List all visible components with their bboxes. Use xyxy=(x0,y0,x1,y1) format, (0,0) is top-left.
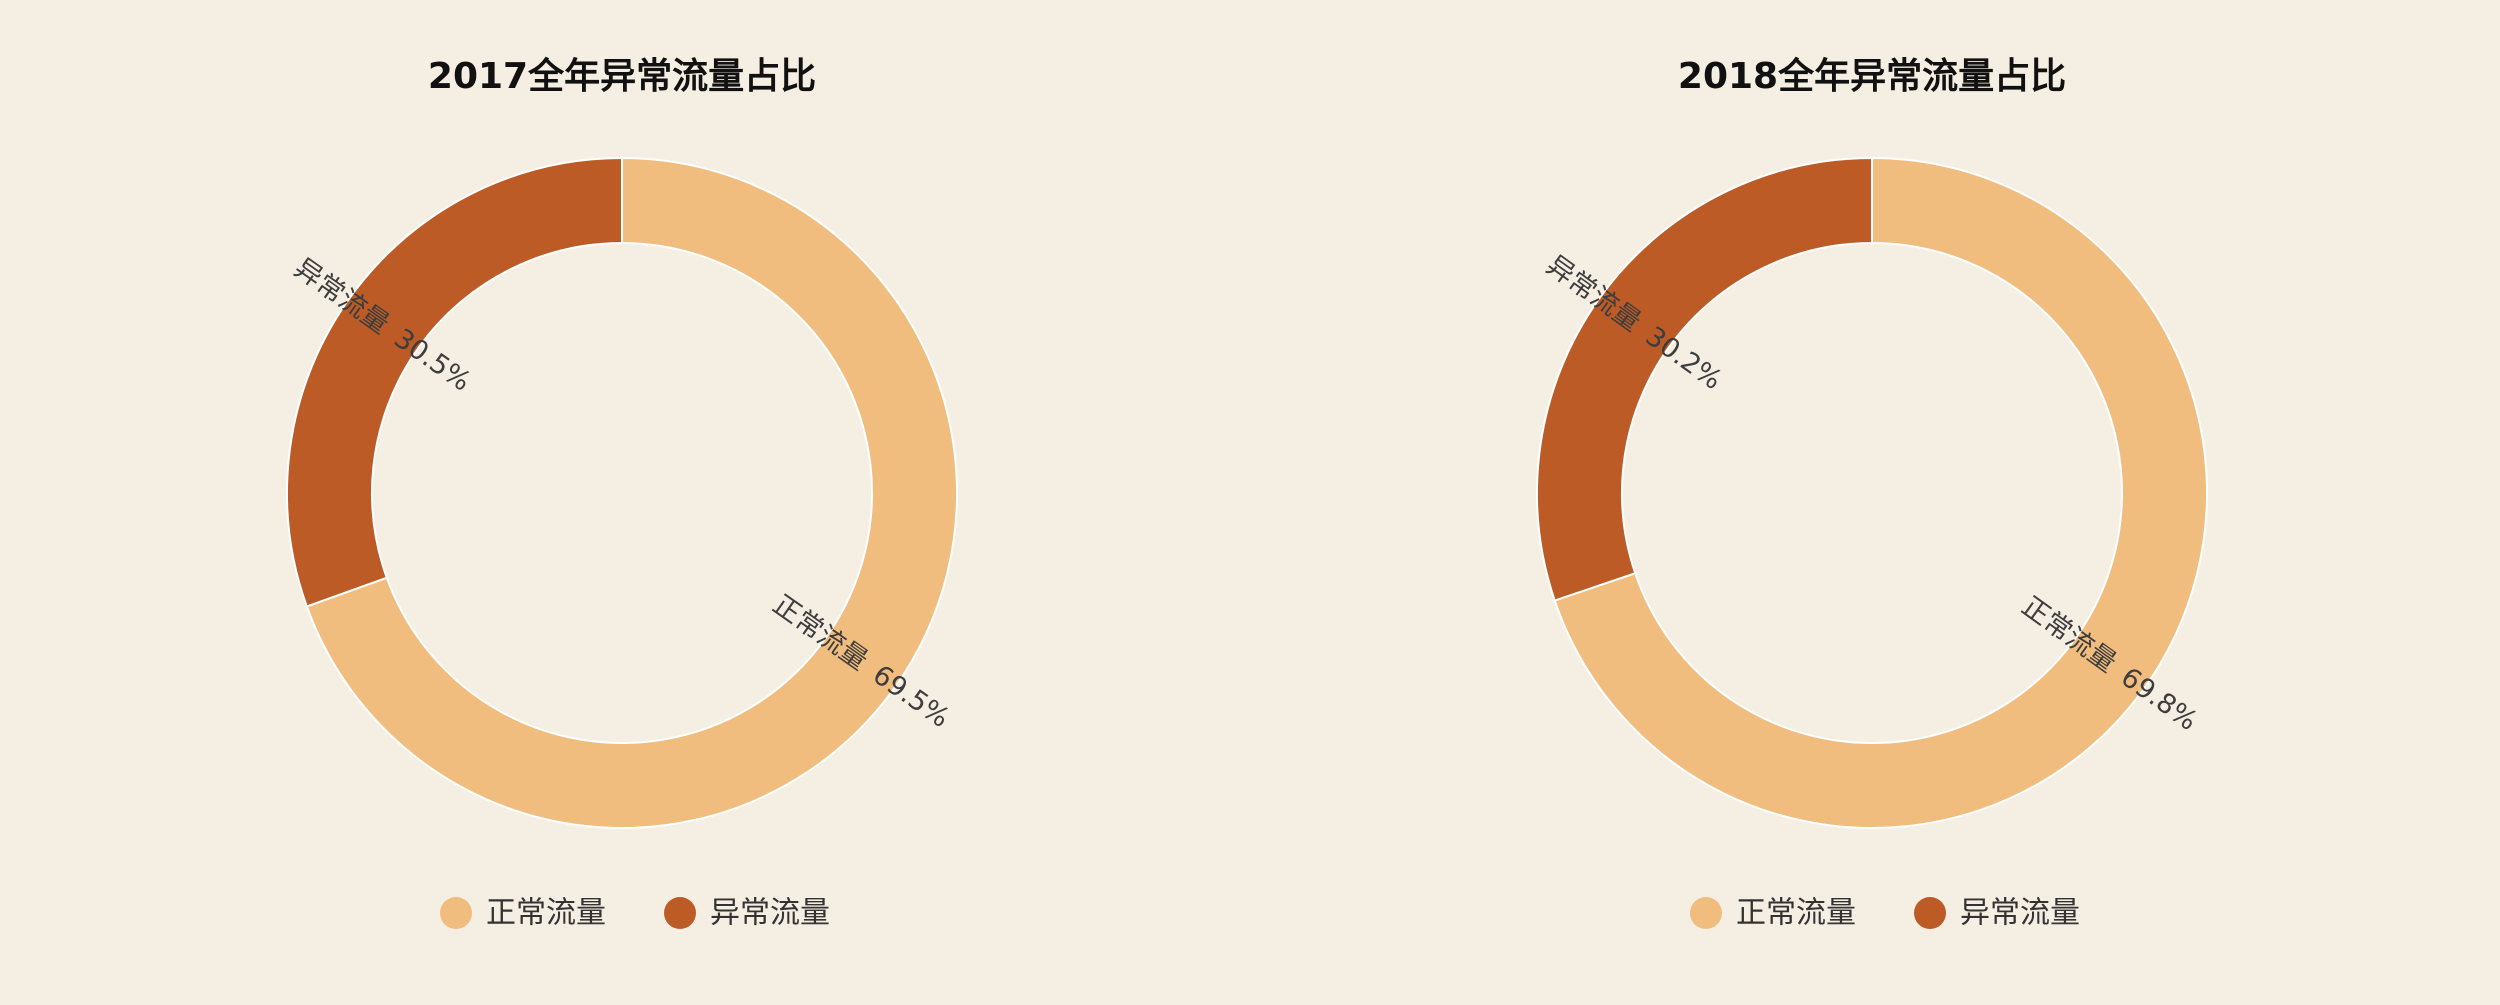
legend-item[interactable]: 正常流量 xyxy=(440,896,606,931)
legend-label: 异常流量 xyxy=(1960,896,2080,931)
pie-slice[interactable] xyxy=(286,156,623,608)
legend-swatch xyxy=(1914,897,1946,929)
chart-title: 2017全年异常流量占比 xyxy=(428,55,816,97)
legend-label: 正常流量 xyxy=(486,896,606,931)
pie-slice[interactable] xyxy=(1536,156,1873,602)
legend-swatch xyxy=(664,897,696,929)
legend-swatch xyxy=(440,897,472,929)
legend-item[interactable]: 正常流量 xyxy=(1690,896,1856,931)
pie-slice[interactable] xyxy=(305,156,958,829)
legend-label: 正常流量 xyxy=(1736,896,1856,931)
legend-swatch xyxy=(1690,897,1722,929)
pie-slice[interactable] xyxy=(1553,156,2208,829)
legend-item[interactable]: 异常流量 xyxy=(1914,896,2080,931)
legend: 正常流量 异常流量 xyxy=(440,896,830,931)
legend-label: 异常流量 xyxy=(710,896,830,931)
legend-item[interactable]: 异常流量 xyxy=(664,896,830,931)
legend: 正常流量 异常流量 xyxy=(1690,896,2080,931)
chart-title: 2018全年异常流量占比 xyxy=(1678,55,2066,97)
